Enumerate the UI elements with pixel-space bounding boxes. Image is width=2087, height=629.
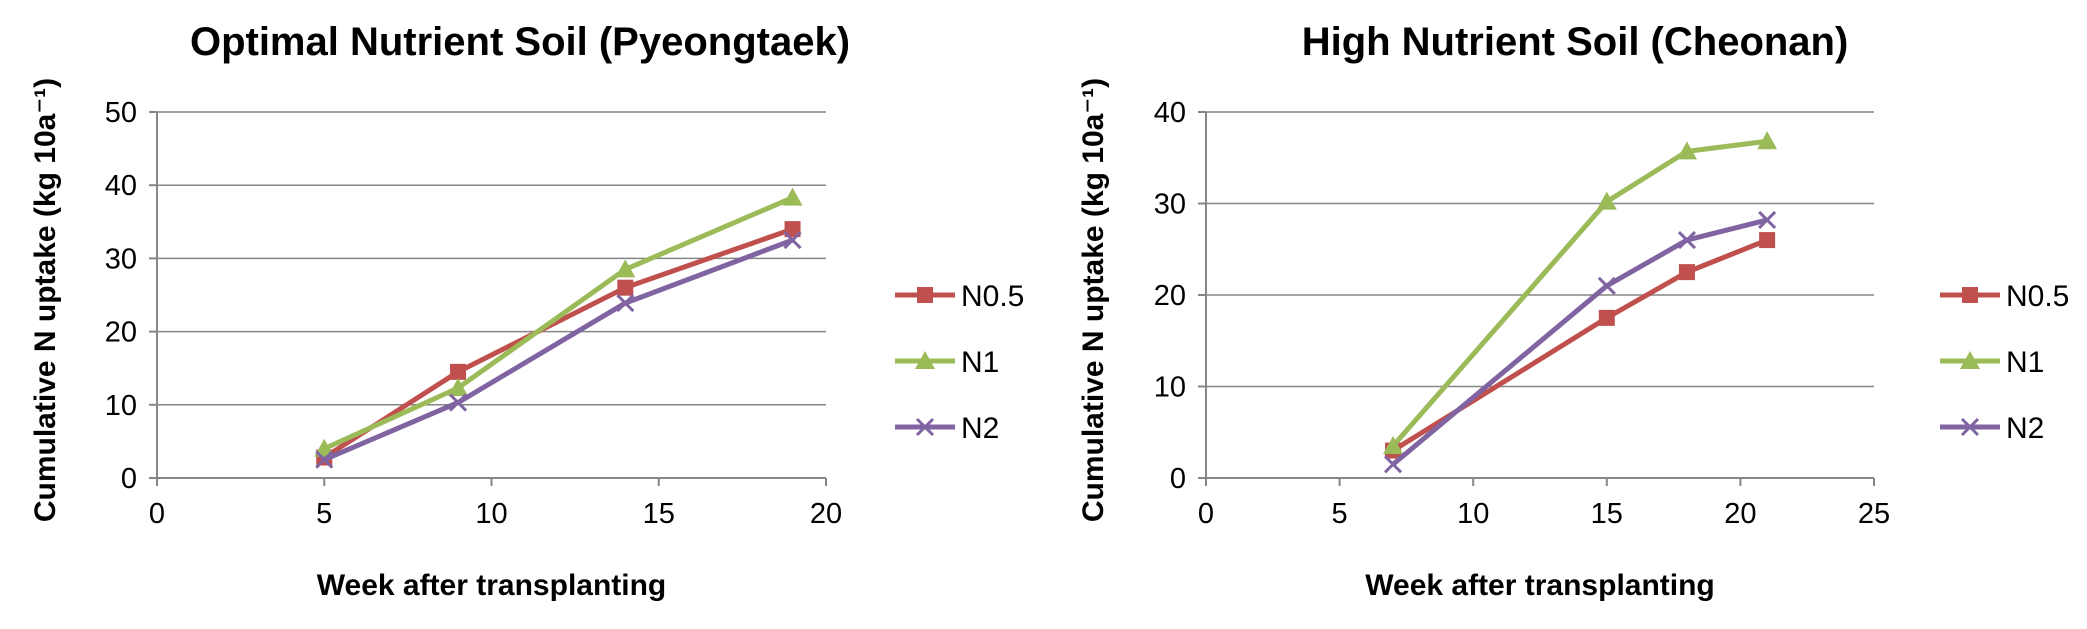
legend: N0.5 N1 N2 xyxy=(1940,280,2069,445)
y-tick-label: 30 xyxy=(1154,189,1186,221)
data-point-N1 xyxy=(1383,435,1404,454)
chart-1: 0 10 20 30 40 50 0 5 10 15 20 Optimal Nutrient Soil… xyxy=(29,20,1024,602)
x-tick-label: 20 xyxy=(810,498,842,530)
data-point-N0.5 xyxy=(450,363,467,380)
legend-label-N1: N1 xyxy=(961,346,999,379)
y-tick-label: 0 xyxy=(121,463,137,495)
x-tick-label: 0 xyxy=(1198,498,1214,530)
data-point-N2 xyxy=(1677,231,1697,250)
data-point-N2 xyxy=(1758,210,1777,230)
x-tick-label: 20 xyxy=(1724,498,1756,530)
x-tick-label: 0 xyxy=(149,498,165,530)
y-axis-label: Cumulative N uptake (kg 10a⁻¹) xyxy=(1077,78,1110,522)
data-point-N1 xyxy=(1596,191,1617,210)
series-line-N1 xyxy=(323,195,794,451)
x-tick-label: 10 xyxy=(475,498,507,530)
data-point-N1 xyxy=(615,259,636,278)
y-tick-label: 10 xyxy=(105,390,137,422)
data-point-N0.5 xyxy=(1598,309,1615,326)
data-point-N0.5 xyxy=(617,279,634,296)
y-tick-label: 30 xyxy=(105,243,137,275)
y-tick-label: 50 xyxy=(105,97,137,129)
legend-marker-N0.5 xyxy=(917,287,933,303)
legend-label-N2: N2 xyxy=(2006,412,2044,445)
data-point-N2 xyxy=(616,293,635,313)
legend-marker-N1 xyxy=(915,351,935,369)
legend-marker-N1 xyxy=(1960,351,1980,369)
y-tick-label: 10 xyxy=(1154,372,1186,404)
data-point-N1 xyxy=(1757,131,1778,150)
data-point-N1 xyxy=(314,438,335,457)
x-tick-label: 10 xyxy=(1457,498,1489,530)
y-tick-label: 20 xyxy=(105,317,137,349)
data-point-N0.5 xyxy=(1759,232,1776,249)
x-tick-label: 5 xyxy=(1332,498,1348,530)
y-tick-label: 20 xyxy=(1154,280,1186,312)
chart-title: High Nutrient Soil (Cheonan) xyxy=(1302,20,1849,64)
y-tick-label: 40 xyxy=(105,170,137,202)
x-tick-label: 5 xyxy=(316,498,332,530)
data-point-N1 xyxy=(1676,141,1697,160)
data-point-N2 xyxy=(1597,276,1616,295)
legend-label-N2: N2 xyxy=(961,412,999,445)
data-point-N1 xyxy=(448,377,469,396)
legend-label-N0.5: N0.5 xyxy=(2006,280,2069,313)
data-point-N1 xyxy=(782,187,803,206)
x-axis-label: Week after transplanting xyxy=(317,569,667,602)
data-point-N2 xyxy=(448,393,468,412)
data-point-N2 xyxy=(1383,455,1403,474)
x-axis-label: Week after transplanting xyxy=(1365,569,1715,602)
legend-label-N0.5: N0.5 xyxy=(961,280,1024,313)
series-line-N2 xyxy=(1391,217,1768,467)
series-line-N2 xyxy=(323,237,794,462)
x-tick-label: 15 xyxy=(1591,498,1623,530)
data-point-N2 xyxy=(783,231,802,250)
y-tick-label: 0 xyxy=(1170,463,1186,495)
data-point-N2 xyxy=(315,450,334,469)
x-tick-label: 25 xyxy=(1858,498,1890,530)
data-point-N0.5 xyxy=(784,221,801,238)
y-axis-label: Cumulative N uptake (kg 10a⁻¹) xyxy=(29,78,62,522)
y-tick-label: 40 xyxy=(1154,97,1186,129)
legend: N0.5 N1 N2 xyxy=(895,280,1024,445)
data-point-N0.5 xyxy=(1678,264,1695,281)
chart-title: Optimal Nutrient Soil (Pyeongtaek) xyxy=(190,20,850,64)
series-line-N0.5 xyxy=(1391,237,1769,453)
series-line-N1 xyxy=(1391,138,1768,448)
chart-2: 0 10 20 30 40 0 5 10 15 20 25 High Nutrient Soil (C… xyxy=(1077,20,2069,602)
legend-label-N1: N1 xyxy=(2006,346,2044,379)
legend-marker-N0.5 xyxy=(1962,287,1978,303)
x-tick-label: 15 xyxy=(643,498,675,530)
legend-marker-N2 xyxy=(1960,417,1980,437)
legend-marker-N2 xyxy=(915,417,935,437)
